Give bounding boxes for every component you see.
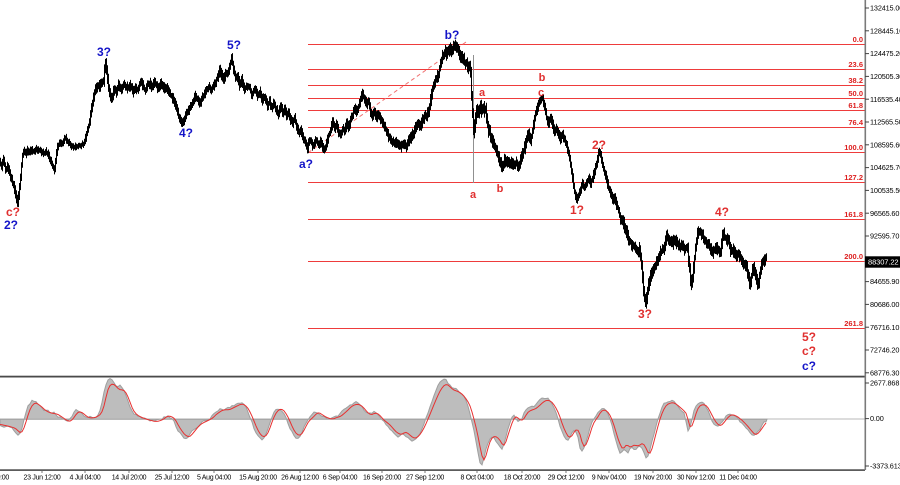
svg-text:23 Jun 12:00: 23 Jun 12:00: [24, 475, 61, 482]
svg-text:100535.50: 100535.50: [870, 186, 900, 195]
svg-text:38.2: 38.2: [848, 76, 863, 85]
svg-text:4?: 4?: [715, 205, 729, 219]
svg-text:c?: c?: [6, 205, 20, 219]
svg-text:116535.40: 116535.40: [870, 95, 900, 104]
svg-text:104625.70: 104625.70: [870, 163, 900, 172]
svg-text:4 Jul 04:00: 4 Jul 04:00: [70, 475, 101, 482]
svg-text:161.8: 161.8: [844, 210, 863, 219]
svg-text:128445.10: 128445.10: [870, 26, 900, 35]
svg-text:16 Sep 20:00: 16 Sep 20:00: [363, 475, 401, 482]
svg-text:76716.10: 76716.10: [870, 323, 899, 332]
svg-text:b: b: [497, 183, 504, 195]
svg-text:30 Nov 12:00: 30 Nov 12:00: [677, 475, 715, 482]
svg-text:b: b: [539, 72, 546, 84]
svg-text:200.0: 200.0: [844, 252, 863, 261]
svg-text:14 Jul 20:00: 14 Jul 20:00: [112, 475, 147, 482]
svg-text:4?: 4?: [179, 126, 193, 140]
svg-text:c?: c?: [802, 344, 816, 358]
svg-text:84655.90: 84655.90: [870, 277, 899, 286]
svg-text:2?: 2?: [592, 138, 606, 152]
svg-text:80686.00: 80686.00: [870, 300, 899, 309]
svg-text:26 Aug 12:00: 26 Aug 12:00: [281, 475, 319, 482]
svg-text:2677.868: 2677.868: [870, 379, 899, 388]
svg-text:112565.50: 112565.50: [870, 118, 900, 127]
svg-text:1?: 1?: [570, 203, 584, 217]
svg-text:5?: 5?: [802, 330, 816, 344]
svg-text:8 Oct 04:00: 8 Oct 04:00: [461, 475, 494, 482]
svg-text:124475.20: 124475.20: [870, 49, 900, 58]
svg-text:0:00: 0:00: [0, 475, 9, 482]
svg-text:9 Nov 04:00: 9 Nov 04:00: [592, 475, 627, 482]
svg-text:61.8: 61.8: [848, 101, 863, 110]
svg-text:5 Aug 04:00: 5 Aug 04:00: [197, 475, 231, 482]
svg-text:-3373.613: -3373.613: [870, 462, 900, 471]
svg-text:11 Dec 04:00: 11 Dec 04:00: [719, 475, 757, 482]
svg-text:3?: 3?: [638, 307, 652, 321]
svg-text:261.8: 261.8: [844, 319, 863, 328]
svg-text:0.00: 0.00: [870, 414, 884, 423]
svg-text:6 Sep 04:00: 6 Sep 04:00: [323, 475, 358, 482]
svg-text:68776.30: 68776.30: [870, 368, 899, 377]
svg-text:50.0: 50.0: [848, 89, 863, 98]
svg-text:5?: 5?: [227, 38, 241, 52]
svg-text:23.6: 23.6: [848, 60, 863, 69]
svg-text:92595.70: 92595.70: [870, 232, 899, 241]
svg-text:72746.20: 72746.20: [870, 346, 899, 355]
svg-text:127.2: 127.2: [844, 173, 863, 182]
svg-text:b?: b?: [445, 28, 460, 42]
svg-text:132415.00: 132415.00: [870, 4, 900, 13]
svg-text:2?: 2?: [4, 218, 18, 232]
svg-text:0.0: 0.0: [853, 35, 863, 44]
svg-text:a?: a?: [299, 157, 313, 171]
svg-text:19 Nov 20:00: 19 Nov 20:00: [634, 475, 672, 482]
svg-text:18 Oct 20:00: 18 Oct 20:00: [504, 475, 541, 482]
svg-text:88307.22: 88307.22: [868, 257, 898, 266]
svg-text:25 Jul 12:00: 25 Jul 12:00: [155, 475, 190, 482]
svg-text:120505.30: 120505.30: [870, 72, 900, 81]
svg-text:29 Oct 12:00: 29 Oct 12:00: [548, 475, 585, 482]
svg-text:a: a: [470, 189, 477, 201]
svg-text:27 Sep 12:00: 27 Sep 12:00: [406, 475, 444, 482]
svg-text:96565.60: 96565.60: [870, 209, 899, 218]
svg-text:15 Aug 20:00: 15 Aug 20:00: [239, 475, 277, 482]
svg-text:108595.60: 108595.60: [870, 140, 900, 149]
svg-text:100.0: 100.0: [844, 143, 863, 152]
svg-text:c?: c?: [802, 359, 816, 373]
svg-text:3?: 3?: [97, 45, 111, 59]
svg-text:c: c: [538, 87, 544, 99]
svg-text:a: a: [479, 87, 486, 99]
svg-text:76.4: 76.4: [848, 118, 863, 127]
